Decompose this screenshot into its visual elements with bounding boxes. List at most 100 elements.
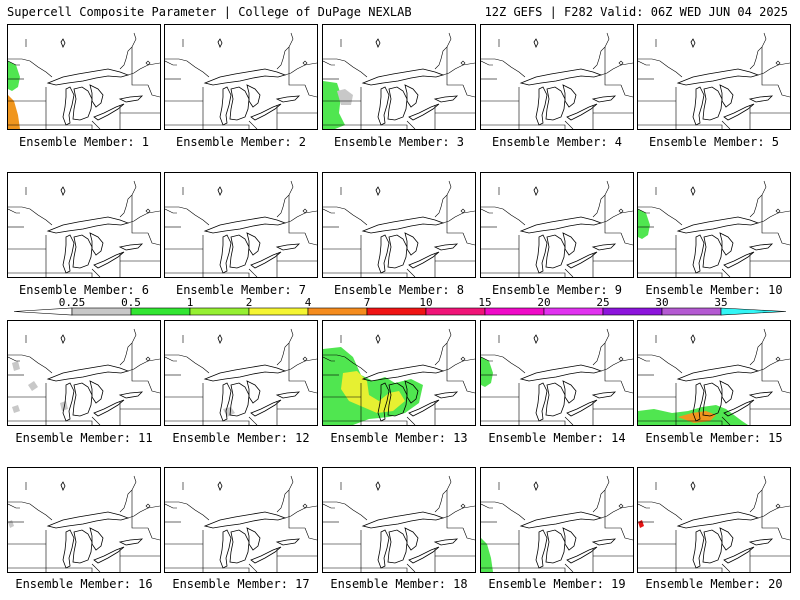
lake-outline — [692, 234, 705, 274]
lake-outline — [275, 243, 301, 251]
ensemble-member-label: Ensemble Member: 4 — [491, 135, 623, 149]
lake-outline — [404, 380, 419, 404]
boundary-line — [288, 490, 305, 529]
ensemble-member-label: Ensemble Member: 20 — [645, 577, 783, 591]
lake-outline — [533, 334, 539, 344]
boundary-line — [119, 180, 137, 218]
boundary-line — [592, 328, 610, 366]
boundary-line — [8, 208, 20, 214]
ensemble-member-map — [322, 467, 476, 573]
boundary-line — [127, 358, 160, 372]
lake-outline — [533, 186, 539, 196]
boundary-line — [700, 420, 723, 425]
ensemble-member-label: Ensemble Member: 15 — [645, 431, 783, 445]
lake-outline — [387, 234, 408, 269]
boundary-line — [165, 58, 210, 78]
lake-outline — [519, 364, 603, 382]
boundary-line — [70, 420, 93, 425]
lake-outline — [723, 103, 755, 121]
lake-outline — [118, 391, 144, 399]
boundary-line — [446, 343, 463, 382]
boundary-line — [165, 208, 177, 214]
member-map-canvas — [481, 180, 633, 277]
small-lake-outline — [775, 503, 781, 509]
lake-outline — [562, 84, 577, 108]
boundary-line — [638, 60, 650, 66]
small-lake-outline — [775, 356, 781, 362]
boundary-line — [91, 120, 101, 129]
boundary-line — [600, 505, 633, 519]
lake-outline — [719, 232, 734, 256]
lake-outline — [375, 38, 381, 48]
boundary-line — [462, 232, 475, 246]
boundary-line — [385, 124, 408, 129]
small-lake-outline — [460, 60, 466, 66]
member-map-canvas — [323, 180, 475, 277]
lake-outline — [702, 86, 723, 121]
member-map-canvas — [481, 328, 633, 425]
lake-outline — [46, 216, 130, 234]
boundary-line — [592, 180, 610, 218]
boundary-line — [481, 501, 526, 521]
ensemble-member-label: Ensemble Member: 8 — [333, 283, 465, 297]
lake-outline — [246, 380, 261, 404]
boundary-line — [323, 206, 368, 226]
lake-outline — [519, 511, 603, 529]
lake-outline — [377, 86, 390, 126]
ensemble-member-map — [480, 467, 634, 573]
boundary-line — [276, 32, 294, 70]
boundary-line — [446, 195, 463, 234]
boundary-line — [761, 343, 778, 382]
member-map-canvas — [638, 32, 790, 129]
boundary-line — [543, 124, 566, 129]
boundary-line — [446, 47, 463, 86]
boundary-line — [757, 505, 790, 519]
boundary-line — [284, 210, 317, 224]
lake-outline — [408, 399, 440, 417]
lake-outline — [692, 529, 705, 569]
lake-outline — [93, 399, 125, 417]
member-map-canvas — [8, 180, 160, 277]
boundary-line — [564, 416, 574, 425]
lake-outline — [408, 546, 440, 564]
boundary-line — [8, 354, 53, 374]
lake-outline — [229, 382, 250, 417]
scp-shading-region — [341, 371, 405, 413]
boundary-line — [434, 475, 452, 513]
lake-outline — [250, 251, 282, 269]
boundary-line — [604, 490, 621, 529]
color-legend-bar: 0.25 0.5 1 2 4 7 10 15 20 25 30 35 — [13, 296, 787, 316]
lake-outline — [566, 399, 598, 417]
small-lake-outline — [775, 208, 781, 214]
colorbar-segment — [71, 307, 132, 316]
lake-outline — [361, 511, 445, 529]
lake-outline — [545, 86, 566, 121]
lake-outline — [562, 232, 577, 256]
lake-outline — [60, 38, 66, 48]
boundary-line — [600, 62, 633, 76]
ensemble-member-label: Ensemble Member: 13 — [330, 431, 468, 445]
boundary-line — [700, 567, 723, 572]
small-lake-outline — [145, 503, 151, 509]
member-map-canvas — [638, 180, 790, 277]
ensemble-member-label: Ensemble Member: 3 — [333, 135, 465, 149]
scp-shading-region — [12, 361, 68, 413]
boundary-line — [323, 501, 368, 521]
small-lake-outline — [460, 356, 466, 362]
boundary-line — [620, 527, 633, 541]
boundary-line — [165, 206, 210, 226]
lake-outline — [203, 364, 287, 382]
boundary-line — [227, 124, 250, 129]
lake-outline — [203, 216, 287, 234]
lake-outline — [690, 334, 696, 344]
ensemble-member-label: Ensemble Member: 2 — [175, 135, 307, 149]
lake-outline — [219, 86, 232, 126]
lake-outline — [118, 538, 144, 546]
lake-outline — [387, 382, 408, 417]
lake-outline — [404, 527, 419, 551]
ensemble-member-map — [637, 320, 791, 426]
lake-outline — [748, 538, 774, 546]
ensemble-member-map — [322, 172, 476, 278]
boundary-line — [304, 232, 317, 246]
lake-outline — [246, 232, 261, 256]
